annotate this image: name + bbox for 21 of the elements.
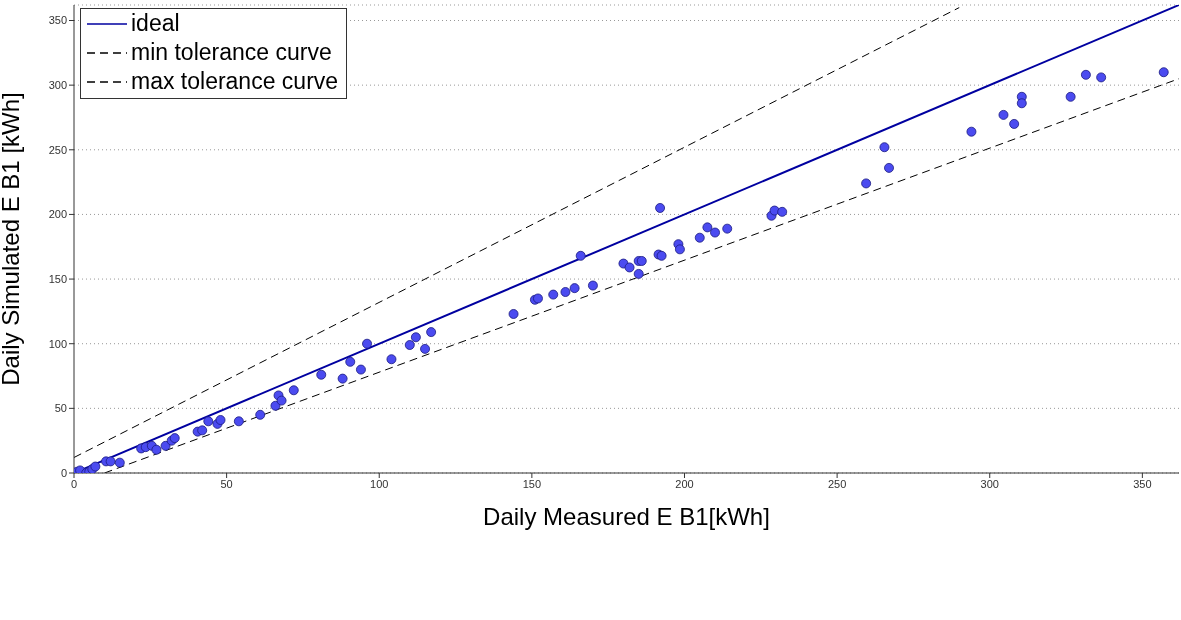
x-tick-label: 300 [980, 477, 999, 490]
y-tick-label: 50 [54, 402, 67, 415]
x-tick-label: 100 [370, 477, 389, 490]
y-tick-label: 300 [48, 79, 67, 92]
y-tick-label: 0 [60, 466, 67, 479]
y-tick-label: 200 [48, 208, 67, 221]
x-tick-label: 250 [827, 477, 847, 490]
legend-label: min tolerance curve [131, 39, 332, 66]
x-tick-label: 50 [220, 477, 233, 490]
legend-label: ideal [131, 10, 180, 37]
x-axis-title: Daily Measured E B1[kWh] [483, 503, 770, 530]
y-tick-label: 100 [48, 337, 67, 350]
y-tick-label: 150 [48, 272, 67, 285]
y-tick-label: 350 [48, 14, 67, 27]
x-tick-label: 0 [70, 477, 78, 490]
x-tick-label: 150 [522, 477, 542, 490]
x-tick-label: 200 [675, 477, 694, 490]
legend-label: max tolerance curve [131, 68, 339, 95]
x-tick-label: 350 [1133, 477, 1152, 490]
y-tick-label: 250 [48, 143, 67, 156]
y-axis-title: Daily Simulated E B1 [kWh] [0, 92, 24, 386]
